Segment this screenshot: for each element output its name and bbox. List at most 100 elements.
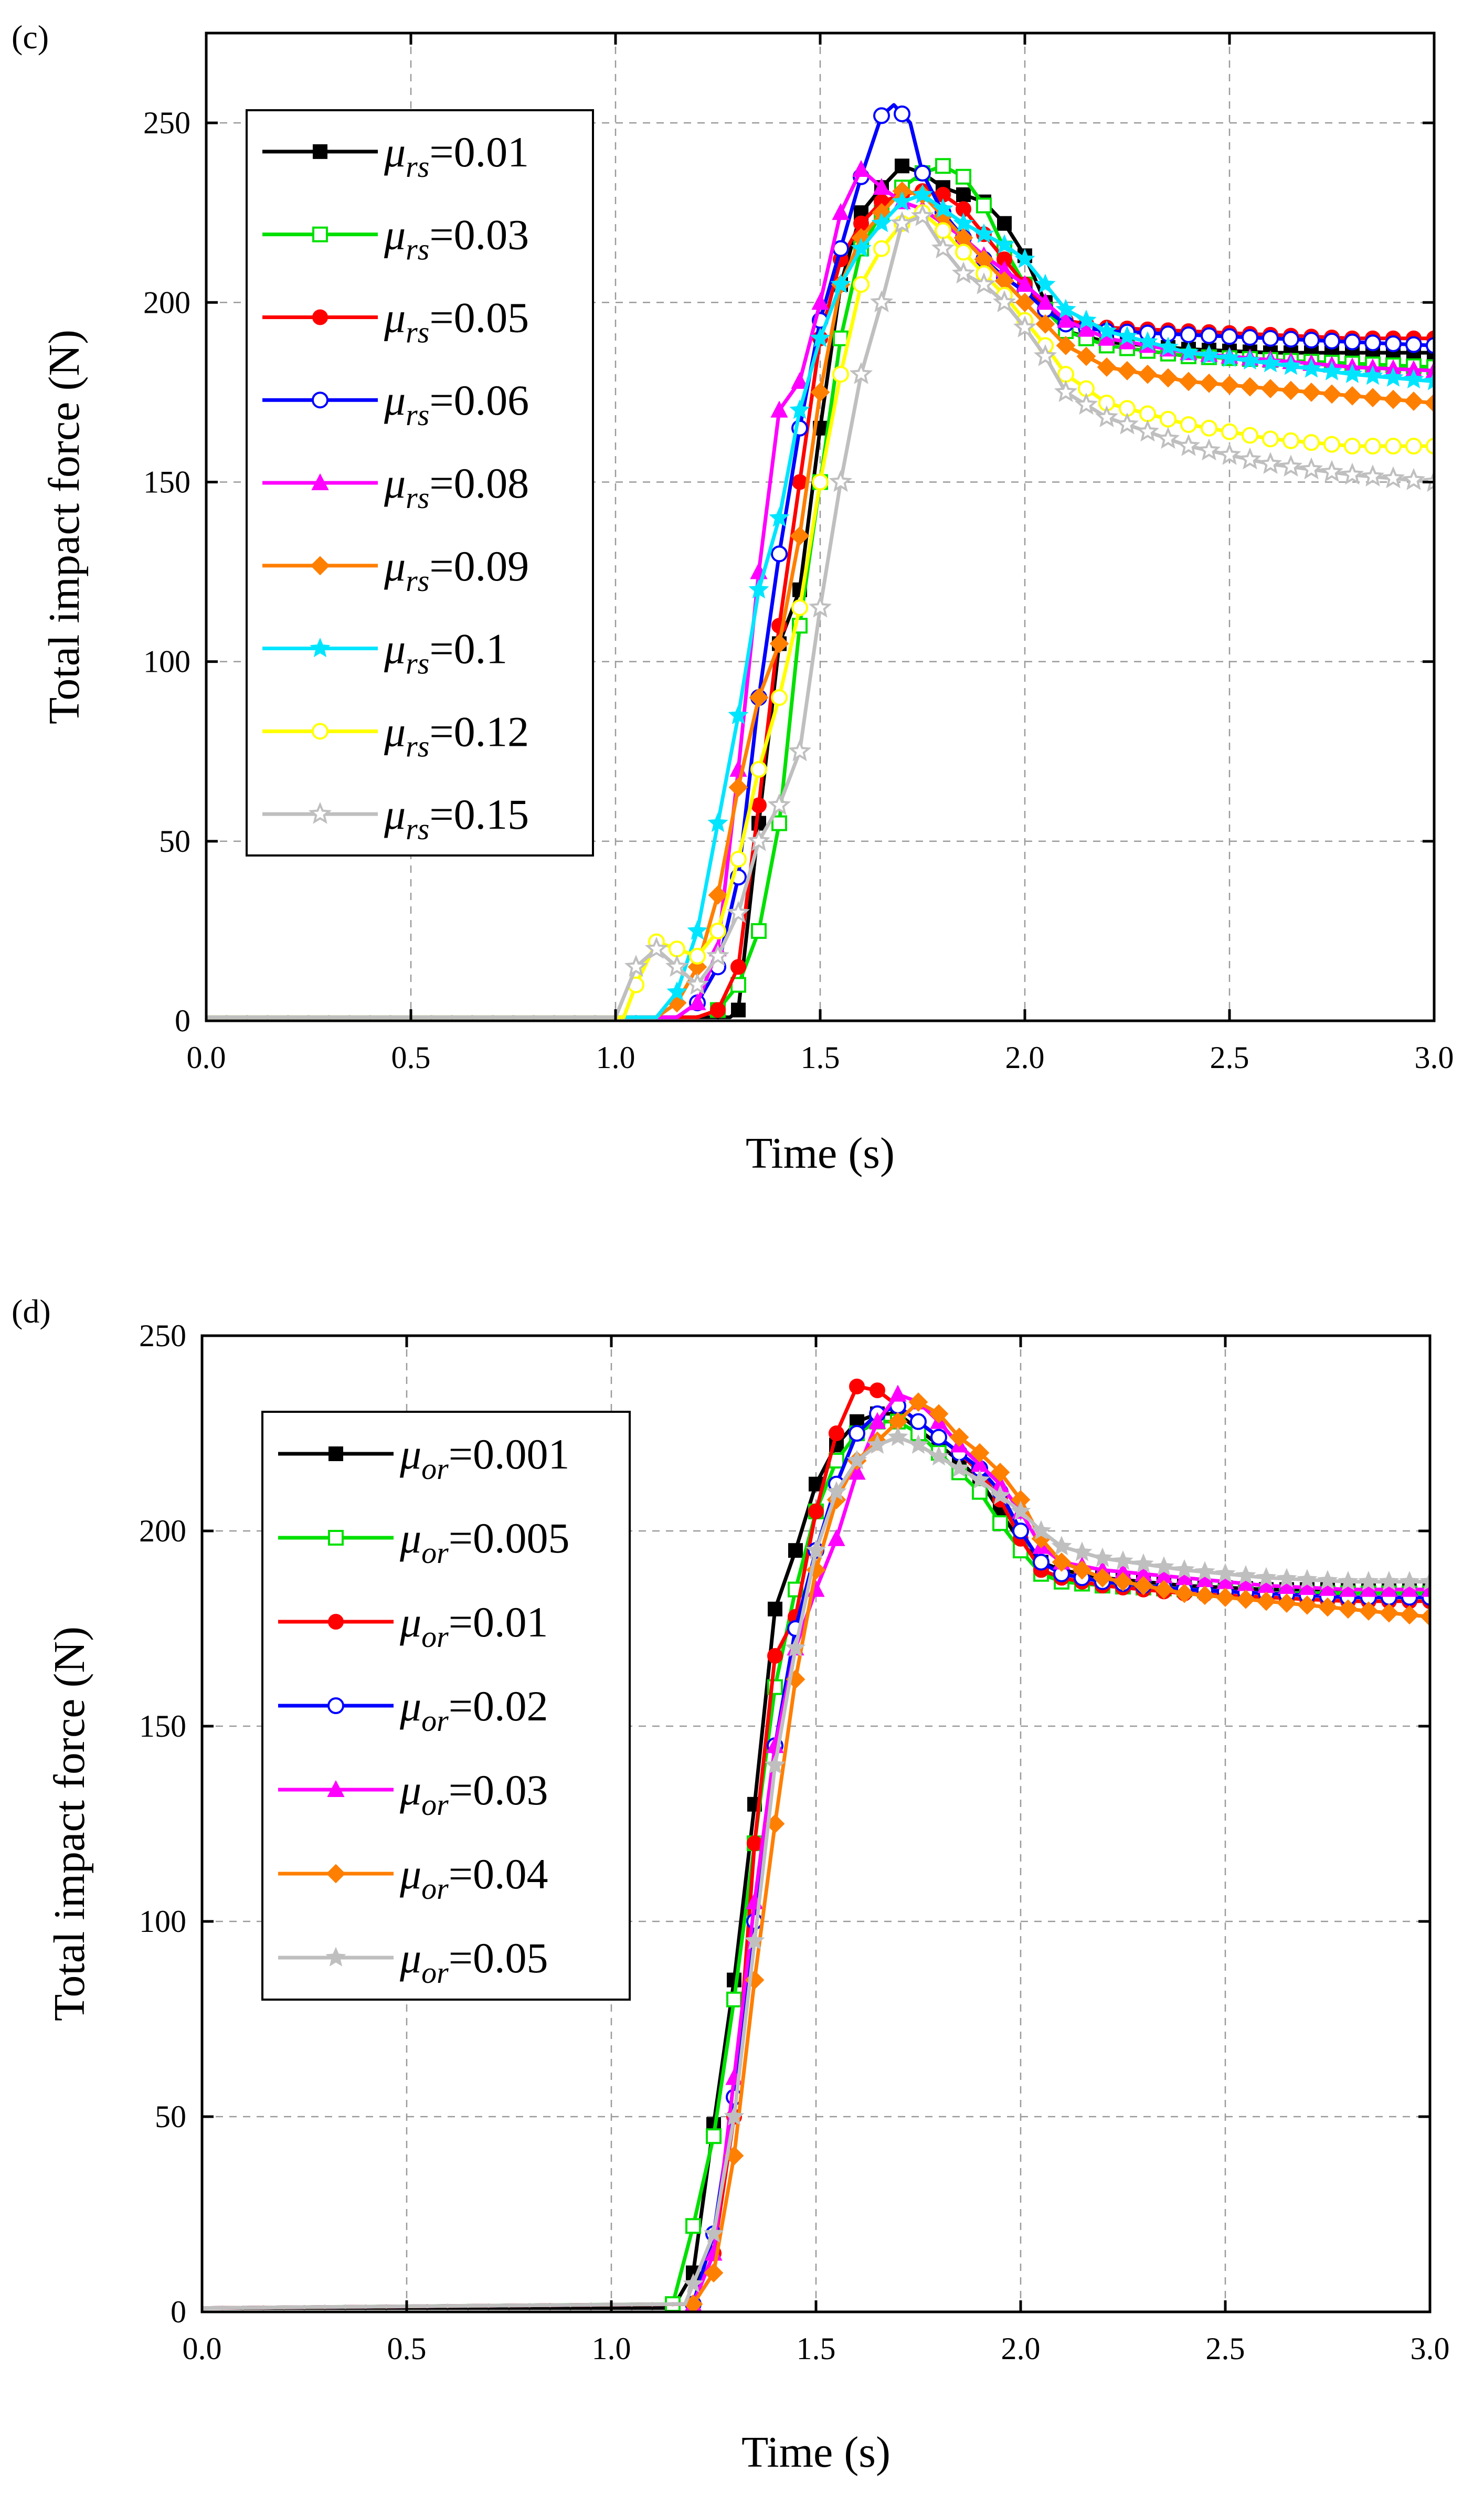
y-tick-label-5: 250	[139, 1318, 186, 1353]
data-point	[446, 2303, 450, 2308]
legend-item-5: μor=0.03	[278, 1766, 548, 1822]
legend-label: μor=0.01	[399, 1598, 548, 1654]
data-point	[1419, 1571, 1430, 1591]
data-point	[685, 2218, 701, 2234]
legend-value: =0.15	[429, 790, 529, 838]
data-point	[867, 1434, 888, 1454]
data-point	[1420, 1607, 1430, 1627]
data-point	[852, 160, 870, 177]
data-point	[1056, 335, 1076, 355]
legend-marker	[328, 1530, 344, 1546]
data-point	[261, 2305, 266, 2310]
data-point	[1178, 342, 1199, 362]
data-point	[286, 1015, 290, 1020]
data-point	[1133, 1576, 1153, 1595]
data-point	[768, 1601, 782, 1616]
data-point	[675, 1015, 679, 1020]
data-point	[706, 2128, 722, 2144]
legend-label: μor=0.05	[399, 1934, 548, 1990]
data-point	[873, 107, 890, 124]
data-point	[644, 936, 669, 959]
data-point	[1262, 330, 1279, 347]
legend-marker	[312, 723, 328, 740]
data-point	[846, 1450, 867, 1470]
legend-symbol: μ	[384, 459, 406, 507]
data-point	[1385, 438, 1402, 455]
data-point	[685, 973, 709, 995]
legend-subscript: rs	[406, 315, 429, 349]
data-point	[868, 1412, 886, 1429]
legend-marker	[312, 392, 328, 409]
data-point	[507, 2303, 511, 2308]
data-point	[870, 1382, 885, 1399]
data-point	[1033, 344, 1057, 366]
data-point	[1215, 1563, 1236, 1583]
data-point	[1242, 427, 1258, 444]
data-point	[1072, 1560, 1092, 1580]
data-point	[532, 1015, 536, 1020]
series-markers-9	[206, 204, 1434, 1020]
data-point	[788, 1543, 803, 1558]
legend-label: μor=0.005	[399, 1514, 570, 1570]
x-axis-title: Time (s)	[746, 1129, 895, 1178]
data-point	[552, 1015, 556, 1020]
data-point	[770, 400, 788, 418]
data-point	[703, 2223, 724, 2243]
data-point	[1383, 367, 1404, 387]
legend-item-7: μrs=0.1	[262, 625, 507, 681]
legend-marker	[312, 226, 328, 242]
legend-marker	[310, 638, 331, 658]
data-point	[1199, 344, 1220, 364]
data-point	[1260, 379, 1280, 398]
data-point	[1277, 1593, 1297, 1613]
data-point	[767, 1648, 783, 1664]
legend-symbol: μ	[384, 707, 406, 755]
data-point	[908, 1434, 929, 1454]
x-tick-label-4: 2.0	[1001, 2331, 1041, 2366]
y-axis-title: Total impact force (N)	[45, 1626, 94, 2021]
data-point	[789, 399, 810, 419]
legend-symbol: μ	[399, 1514, 421, 1562]
data-point	[953, 213, 974, 233]
data-point	[889, 1385, 907, 1402]
legend-item-6: μrs=0.09	[262, 542, 529, 598]
data-point	[245, 1015, 249, 1020]
data-point	[1338, 1571, 1359, 1591]
data-point	[771, 545, 788, 563]
x-tick-label-5: 2.5	[1210, 1040, 1249, 1075]
data-point	[1217, 442, 1242, 465]
data-point	[788, 739, 812, 762]
data-point	[744, 1930, 765, 1950]
data-point	[930, 1429, 947, 1446]
legend-subscript: or	[421, 1704, 449, 1738]
data-point	[849, 362, 873, 384]
data-point	[1035, 314, 1055, 334]
data-point	[894, 105, 910, 122]
data-point	[548, 2303, 552, 2308]
data-point	[1402, 468, 1426, 490]
data-point	[1153, 1556, 1174, 1576]
data-point	[568, 2302, 573, 2307]
data-point	[1342, 386, 1362, 406]
legend-item-8: μrs=0.12	[262, 707, 529, 763]
data-point	[650, 2302, 654, 2307]
legend-value: =0.05	[449, 1934, 548, 1982]
legend-subscript: rs	[406, 150, 429, 184]
data-point	[450, 1015, 454, 1020]
data-point	[1281, 381, 1301, 400]
data-point	[689, 947, 706, 965]
x-tick-label-3: 1.5	[801, 1040, 840, 1075]
data-point	[671, 2302, 675, 2307]
data-point	[1321, 361, 1342, 381]
data-point	[955, 244, 972, 261]
data-point	[1297, 1595, 1317, 1615]
data-point	[928, 1446, 949, 1466]
data-point	[1221, 328, 1238, 345]
data-point	[1199, 373, 1219, 393]
data-point	[1338, 1599, 1358, 1619]
x-tick-label-1: 0.5	[391, 1040, 431, 1075]
data-point	[1426, 337, 1434, 354]
x-tick-label-4: 2.0	[1005, 1040, 1045, 1075]
data-point	[1074, 393, 1098, 415]
y-tick-label-0: 0	[175, 1003, 190, 1038]
